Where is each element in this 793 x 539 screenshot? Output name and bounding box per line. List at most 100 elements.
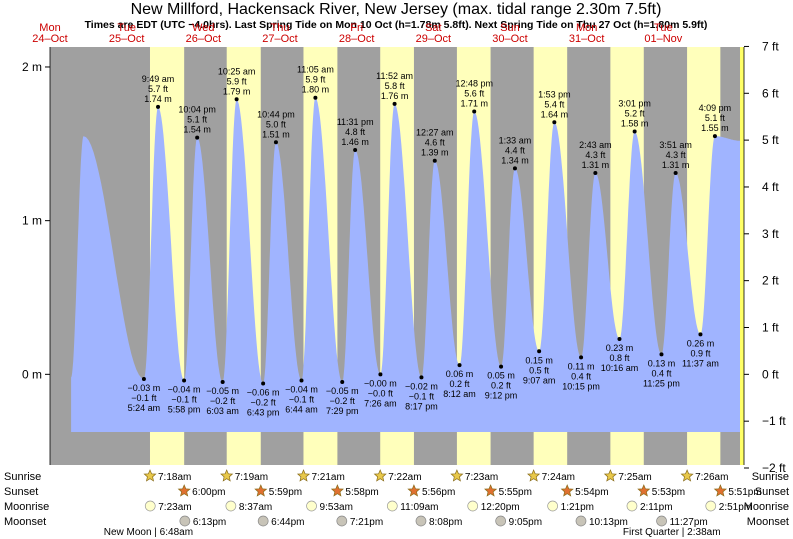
high-tide-feet: 4.3 ft (585, 150, 606, 160)
sunrise-icon (680, 469, 694, 482)
moonrise-time: 12:20pm (481, 502, 520, 513)
high-tide-point (313, 95, 318, 100)
high-tide-feet: 5.8 ft (385, 81, 406, 91)
low-tide-point (579, 355, 584, 360)
low-tide-time: 9:07 am (523, 375, 556, 385)
high-tide-feet: 5.0 ft (266, 119, 287, 129)
high-tide-meters: 1.80 m (302, 85, 330, 95)
moonset-time: 10:13pm (589, 517, 628, 528)
moonrise-icon (225, 500, 237, 512)
high-tide-time: 3:51 am (659, 140, 692, 150)
high-tide-time: 1:33 am (499, 135, 532, 145)
low-tide-feet: 0.8 ft (609, 353, 630, 363)
sunrise-time: 7:26am (695, 472, 728, 483)
low-tide-point (698, 332, 703, 337)
high-tide-time: 1:53 pm (538, 89, 571, 99)
high-tide-feet: 4.3 ft (666, 150, 687, 160)
low-tide-meters: −0.00 m (364, 378, 397, 388)
right-axis-tick-label: 2 ft (762, 274, 779, 288)
left-axis-tick-label: 1 m (22, 214, 42, 228)
high-tide-time: 11:52 am (376, 71, 413, 81)
right-axis-tick-label: 5 ft (762, 133, 779, 147)
high-tide-point (432, 158, 437, 163)
low-tide-meters: −0.03 m (128, 383, 161, 393)
right-axis-tick-label: −2 ft (762, 461, 786, 475)
low-tide-time: 6:44 am (285, 404, 318, 414)
day-weekday-label: Wed (192, 22, 214, 34)
sunrise-icon (296, 469, 311, 482)
day-date-label: 28–Oct (339, 33, 374, 45)
day-weekday-label: Tue (654, 22, 673, 34)
low-tide-feet: 0.9 ft (690, 348, 711, 358)
low-tide-time: 6:03 am (206, 406, 239, 416)
high-tide-meters: 1.51 m (262, 129, 290, 139)
high-tide-meters: 1.54 m (183, 125, 211, 135)
day-date-label: 30–Oct (492, 33, 527, 45)
day-date-label: 27–Oct (262, 33, 297, 45)
low-tide-point (419, 375, 424, 380)
moonrise-icon (306, 500, 317, 512)
day-date-label: 01–Nov (644, 33, 682, 45)
high-tide-point (195, 135, 200, 140)
high-tide-meters: 1.31 m (582, 160, 610, 170)
sunset-icon (177, 484, 191, 497)
high-tide-point (234, 97, 239, 102)
day-weekday-label: Thu (271, 22, 290, 34)
sunrise-time: 7:21am (311, 472, 344, 483)
low-tide-meters: −0.06 m (247, 388, 280, 398)
sunrise-icon (373, 469, 387, 482)
sunset-time: 5:56pm (422, 487, 455, 498)
high-tide-time: 4:09 pm (699, 103, 732, 113)
sunrise-row-label-right: Sunrise (752, 471, 789, 483)
moonset-icon (575, 515, 587, 527)
moonrise-icon (626, 500, 638, 512)
sunset-icon (330, 484, 344, 497)
low-tide-meters: 0.26 m (687, 338, 715, 348)
moonrise-row-label-left: Moonrise (4, 501, 49, 513)
sunrise-time: 7:23am (465, 472, 498, 483)
low-tide-time: 10:16 am (601, 363, 639, 373)
day-weekday-label: Sun (500, 22, 520, 34)
moonset-icon (179, 515, 191, 527)
low-tide-meters: −0.04 m (285, 384, 318, 394)
moonset-time: 9:05pm (509, 517, 542, 528)
moonrise-time: 1:21pm (561, 502, 594, 513)
moonset-icon (656, 515, 667, 527)
low-tide-meters: 0.23 m (606, 343, 634, 353)
moonset-icon (495, 515, 507, 527)
moonrise-icon (547, 500, 558, 512)
sunrise-time: 7:24am (542, 472, 575, 483)
moonrise-row-label-right: Moonrise (744, 501, 789, 513)
sun-moon-rows: Sunrise Sunset Moonrise Moonset Sunrise … (4, 471, 789, 528)
day-weekday-label: Mon (39, 22, 60, 34)
low-tide-feet: 0.2 ft (491, 381, 512, 391)
day-date-label: 24–Oct (32, 33, 67, 45)
high-tide-meters: 1.79 m (223, 86, 251, 96)
low-tide-meters: 0.13 m (648, 358, 676, 368)
sunrise-icon (220, 469, 234, 482)
low-tide-feet: −0.2 ft (210, 396, 236, 406)
high-tide-point (353, 147, 358, 152)
low-tide-meters: −0.05 m (206, 386, 239, 396)
sunrise-row-label-left: Sunrise (4, 471, 41, 483)
moonrise-time: 2:51pm (719, 502, 752, 513)
right-axis-tick-label: 7 ft (762, 39, 779, 53)
moonrise-time: 9:53am (320, 502, 353, 513)
day-date-label: 29–Oct (416, 33, 451, 45)
low-tide-meters: −0.02 m (405, 381, 438, 391)
sunset-icon (484, 484, 498, 497)
sunrise-time: 7:25am (618, 472, 651, 483)
day-weekday-label: Fri (350, 22, 363, 34)
moonrise-icon (144, 500, 156, 512)
low-tide-meters: −0.04 m (168, 384, 201, 394)
low-tide-feet: −0.0 ft (368, 388, 394, 398)
low-tide-feet: 0.4 ft (651, 368, 672, 378)
moonset-time: 6:13pm (193, 517, 226, 528)
high-tide-meters: 1.55 m (701, 123, 729, 133)
right-axis-tick-label: 3 ft (762, 227, 779, 241)
low-tide-feet: −0.1 ft (131, 393, 157, 403)
moonset-icon (336, 515, 348, 527)
moonrise-time: 11:09am (400, 502, 438, 513)
high-tide-feet: 5.2 ft (625, 109, 646, 119)
